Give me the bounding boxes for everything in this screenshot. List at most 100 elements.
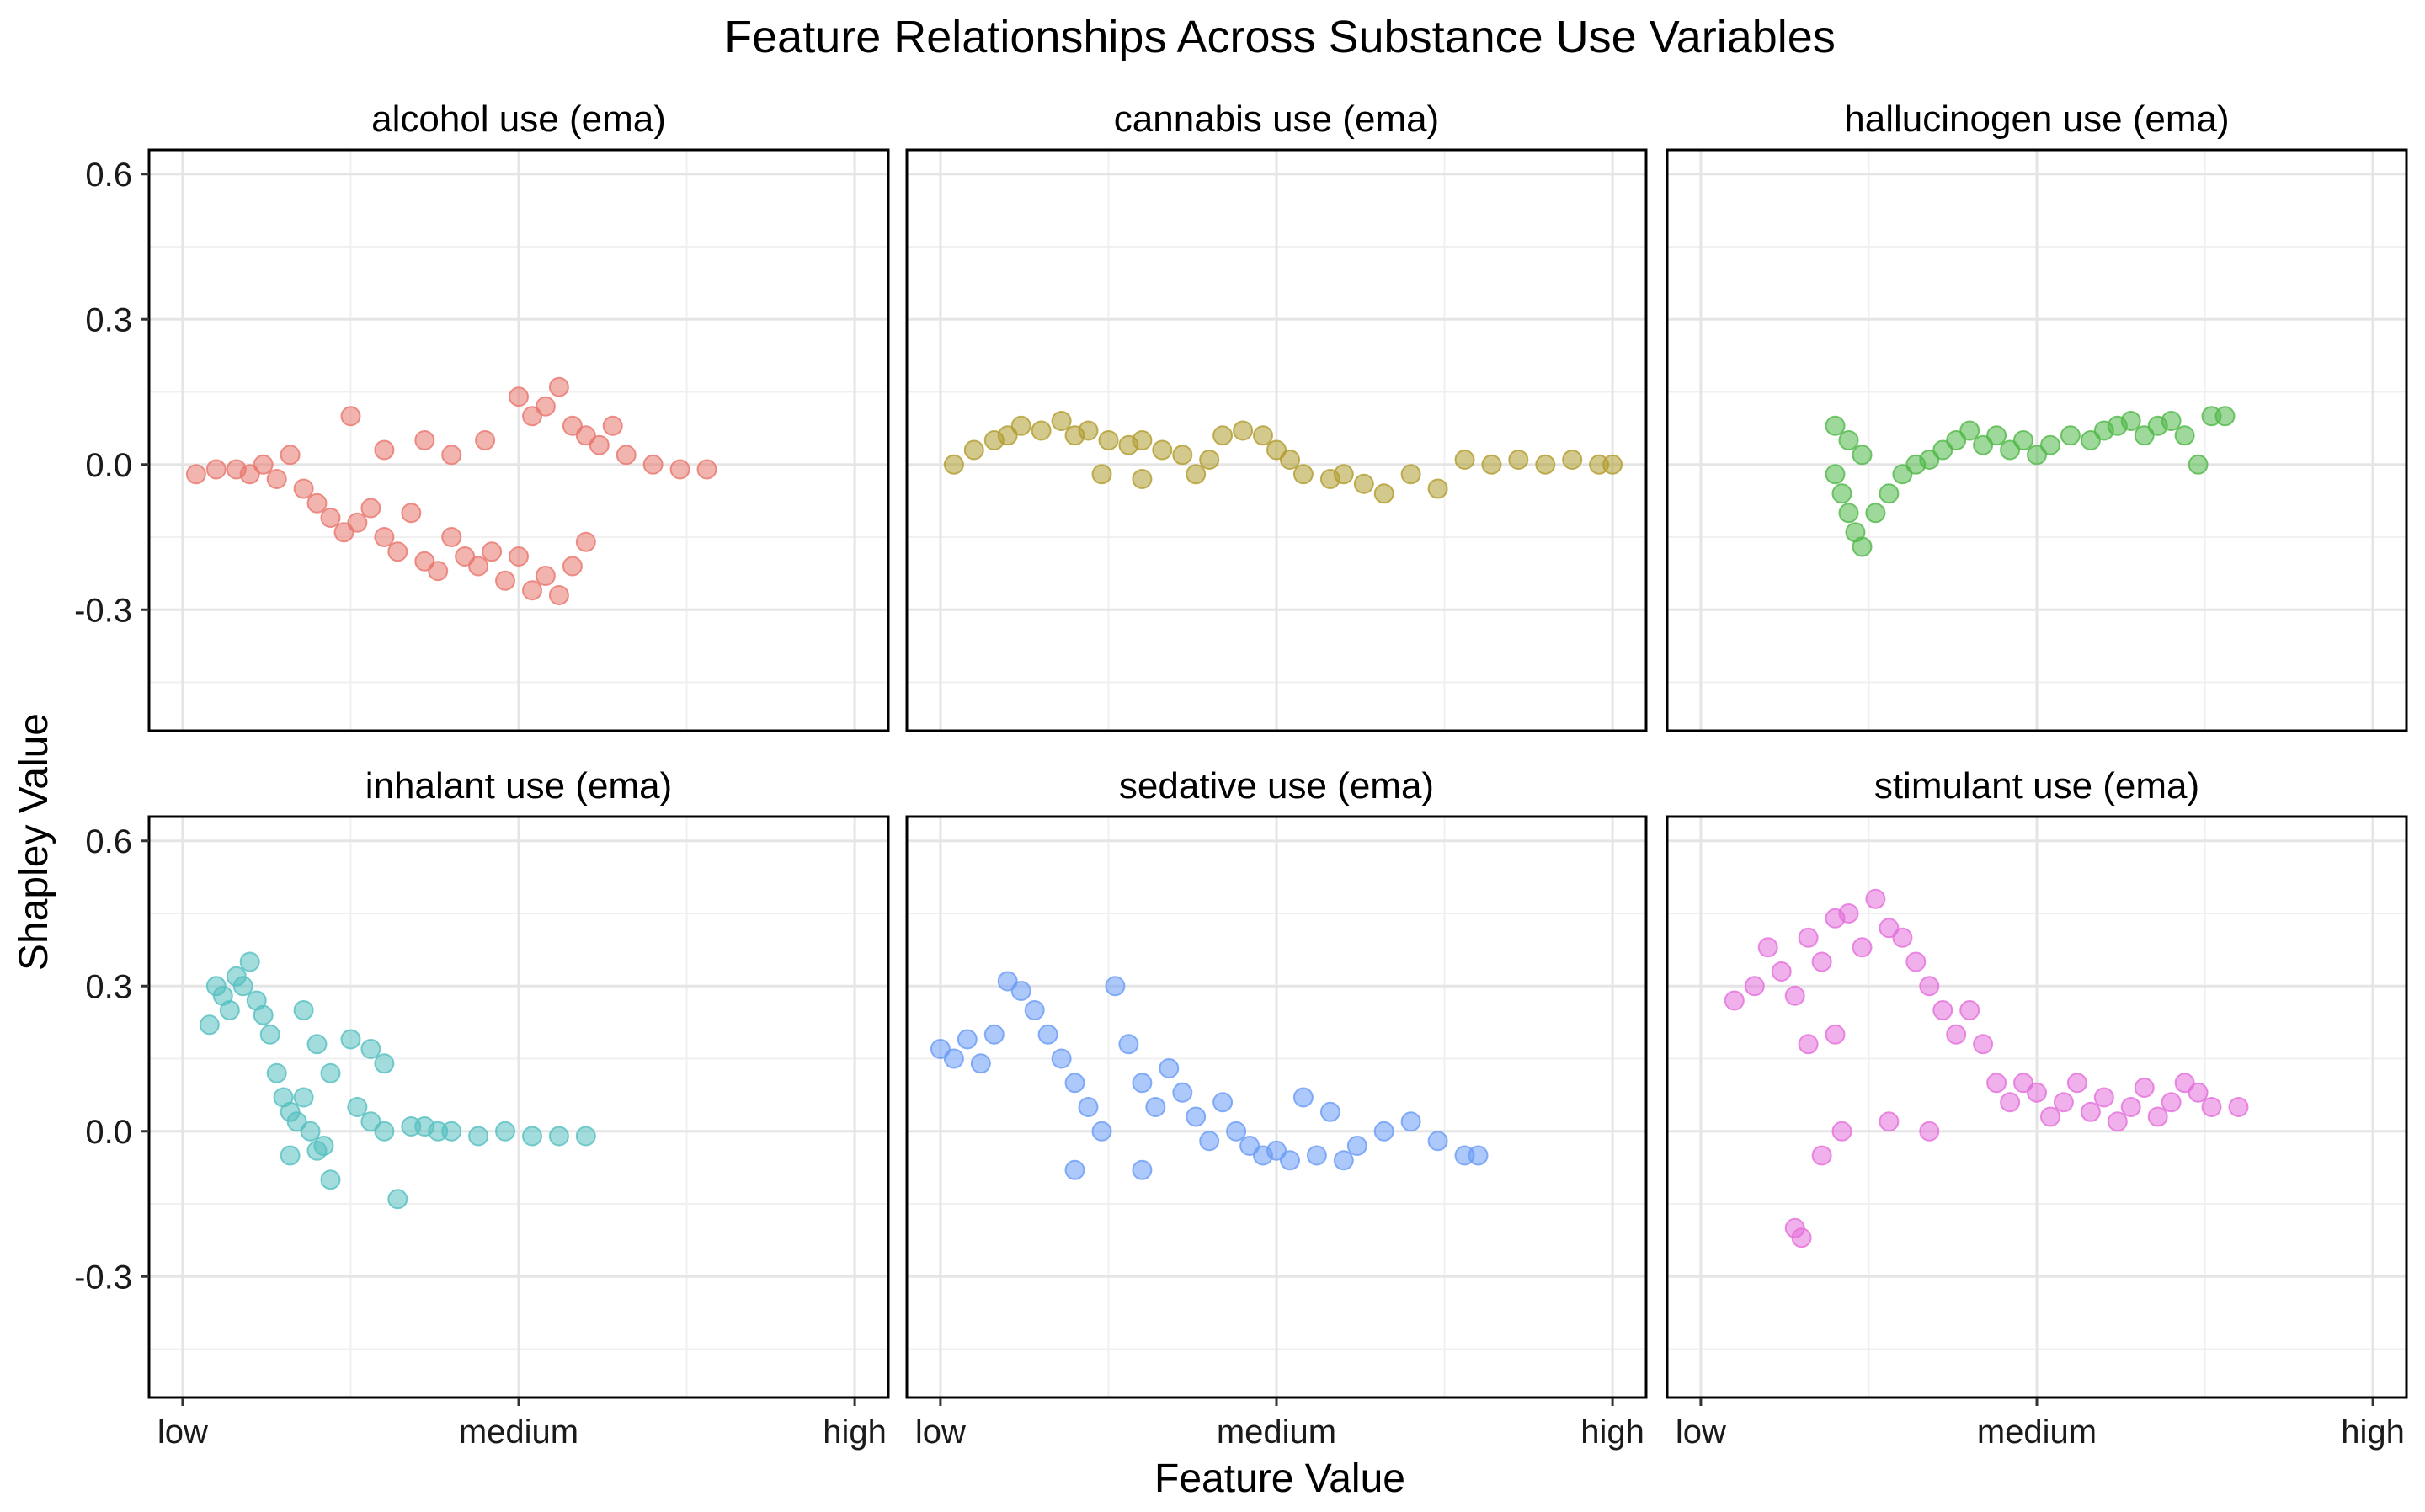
data-point xyxy=(575,1126,596,1147)
panel-frame xyxy=(905,148,1648,732)
data-point xyxy=(441,445,462,466)
panel-frame xyxy=(1666,148,2408,732)
data-point xyxy=(1919,976,1940,997)
y-tick-label: 0.3 xyxy=(85,968,132,1005)
panel-1: alcohol use (ema) -0.3 0.0 0.3 0.6 xyxy=(74,98,890,732)
data-point xyxy=(1508,450,1529,470)
data-point xyxy=(1879,1111,1900,1132)
data-point xyxy=(1400,1111,1421,1132)
data-point xyxy=(2174,1073,2195,1094)
data-point xyxy=(1798,927,1819,948)
y-tick-label: 0.6 xyxy=(85,823,132,860)
data-point xyxy=(475,430,496,450)
panel-3: hallucinogen use (ema) xyxy=(1666,98,2408,732)
data-point xyxy=(360,1039,381,1059)
data-point xyxy=(320,508,341,528)
data-point xyxy=(1132,430,1153,450)
data-point xyxy=(1535,454,1556,475)
data-point xyxy=(219,1000,240,1020)
data-point xyxy=(300,1121,321,1142)
data-point xyxy=(1078,420,1099,441)
data-point xyxy=(1892,927,1913,948)
data-point xyxy=(1292,464,1314,485)
data-point xyxy=(983,1024,1005,1045)
data-point xyxy=(340,1029,361,1050)
data-point xyxy=(1132,1159,1153,1180)
data-point xyxy=(1825,415,1846,436)
data-point xyxy=(347,512,368,533)
data-point xyxy=(1266,439,1287,461)
data-point xyxy=(1784,985,1805,1006)
data-point xyxy=(1427,1131,1448,1152)
data-point xyxy=(1064,1159,1085,1180)
data-point xyxy=(1852,445,1873,466)
data-point xyxy=(266,1062,287,1083)
data-point xyxy=(548,376,569,397)
data-point xyxy=(1932,1000,1953,1020)
data-point xyxy=(1010,981,1031,1001)
data-point xyxy=(468,1126,489,1147)
data-point xyxy=(575,425,596,446)
panel-title: inhalant use (ema) xyxy=(365,765,672,807)
data-point xyxy=(387,541,408,562)
data-point xyxy=(943,454,964,475)
data-point xyxy=(374,1121,395,1142)
data-point xyxy=(1346,1136,1367,1156)
data-point xyxy=(1105,976,1126,997)
data-point xyxy=(1481,454,1502,475)
data-point xyxy=(239,464,260,485)
data-point xyxy=(495,570,515,591)
data-point xyxy=(2188,1082,2209,1103)
data-point xyxy=(1831,483,1852,504)
data-point xyxy=(347,1097,368,1117)
data-point xyxy=(320,1169,341,1190)
panel-4: inhalant use (ema) -0.3 0.0 0.3 0.6 low medium… xyxy=(74,765,890,1451)
data-point xyxy=(1825,1024,1846,1045)
x-tick-label: medium xyxy=(1977,1414,2097,1451)
data-point xyxy=(1051,1048,1072,1069)
x-tick-label: low xyxy=(1676,1414,1726,1451)
data-point xyxy=(1771,961,1792,982)
data-point xyxy=(997,425,1018,446)
data-point xyxy=(535,566,556,586)
data-point xyxy=(2188,454,2209,475)
data-point xyxy=(1973,1034,1994,1055)
data-point xyxy=(1831,1121,1852,1142)
data-point xyxy=(1186,1106,1207,1127)
data-point xyxy=(286,1111,307,1132)
data-point xyxy=(1132,469,1153,489)
data-point xyxy=(1602,454,1623,475)
data-point xyxy=(2228,1097,2249,1117)
data-point xyxy=(1152,439,1173,461)
data-point xyxy=(441,1121,462,1142)
data-point xyxy=(1879,483,1900,504)
data-point xyxy=(562,415,583,436)
data-point xyxy=(522,580,542,601)
data-point xyxy=(2066,1073,2087,1094)
data-point xyxy=(232,976,253,997)
panel-2: cannabis use (ema) xyxy=(905,98,1648,732)
data-point xyxy=(2201,1097,2222,1117)
data-point xyxy=(1879,918,1900,939)
data-point xyxy=(1946,430,1967,450)
panel-title: stimulant use (ema) xyxy=(1874,765,2199,807)
data-point xyxy=(535,396,556,417)
data-point xyxy=(2161,1092,2182,1113)
data-point xyxy=(1454,450,1475,470)
data-point xyxy=(997,971,1018,992)
x-tick-label: medium xyxy=(459,1414,578,1451)
data-point xyxy=(2080,430,2101,450)
y-tick-label: 0.0 xyxy=(85,1114,132,1151)
data-point xyxy=(1959,1000,1980,1020)
data-point xyxy=(1919,450,1940,470)
data-point xyxy=(1031,420,1052,441)
data-point xyxy=(1091,1121,1112,1142)
data-point xyxy=(1319,1101,1340,1122)
data-point xyxy=(2214,406,2236,427)
y-tick-label: -0.3 xyxy=(74,592,132,629)
data-point xyxy=(1852,536,1873,557)
data-point xyxy=(2060,425,2081,446)
data-point xyxy=(602,415,623,436)
data-point xyxy=(1825,464,1846,485)
